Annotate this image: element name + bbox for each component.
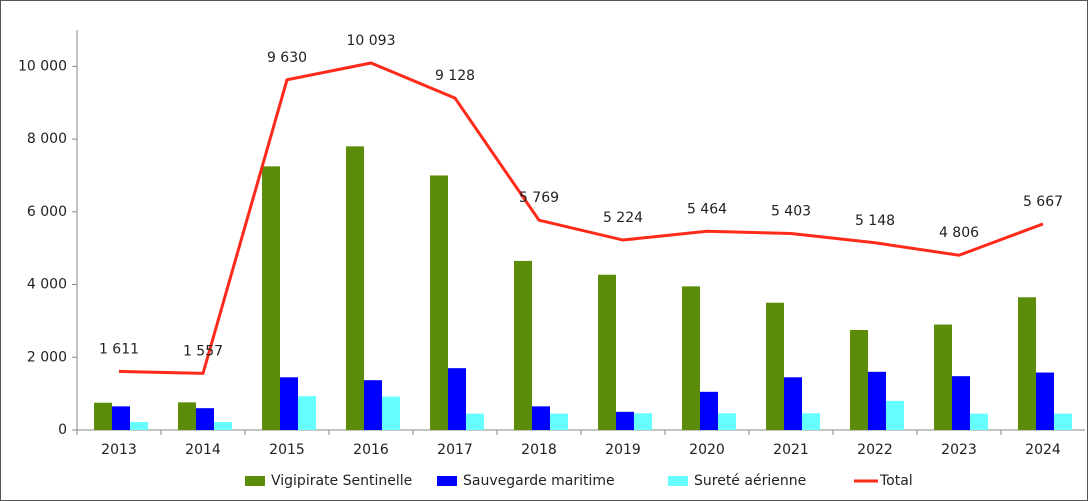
x-tick-label: 2024: [1025, 442, 1061, 458]
bar: [868, 371, 886, 430]
data-label: 5 148: [855, 213, 895, 229]
bar: [514, 260, 532, 430]
bar: [364, 380, 382, 430]
bar: [886, 400, 904, 430]
line: [118, 61, 1044, 375]
x-tick-label: 2014: [185, 442, 221, 458]
legend-swatch: [437, 476, 457, 486]
bar: [298, 396, 316, 430]
bar: [94, 402, 112, 430]
bar: [214, 422, 232, 430]
x-tick-label: 2020: [689, 442, 725, 458]
data-label: 5 403: [771, 204, 811, 220]
bar: [766, 302, 784, 430]
bar: [682, 286, 700, 430]
x-tick-label: 2018: [521, 442, 557, 458]
bar: [1054, 413, 1072, 430]
x-tick-label: 2013: [101, 442, 137, 458]
bar: [466, 413, 484, 430]
bar: [550, 413, 568, 430]
bar: [1036, 372, 1054, 430]
bar: [346, 146, 364, 430]
data-label: 1 557: [183, 343, 223, 359]
bar: [1018, 297, 1036, 430]
legend-label: Total: [879, 473, 913, 489]
bar: [784, 377, 802, 430]
bar: [262, 166, 280, 430]
y-tick-label: 6 000: [27, 204, 67, 220]
bar: [112, 406, 130, 430]
data-label: 5 464: [687, 201, 727, 217]
legend-label: Sureté aérienne: [694, 473, 806, 489]
legend-label: Sauvegarde maritime: [463, 473, 615, 489]
bar: [130, 422, 148, 430]
data-label: 1 611: [99, 341, 139, 357]
x-tick-label: 2021: [773, 442, 809, 458]
bar: [616, 411, 634, 430]
bar: [382, 396, 400, 430]
legend-swatch: [668, 476, 688, 486]
data-label: 9 128: [435, 68, 475, 84]
bar: [718, 413, 736, 430]
bar: [934, 324, 952, 430]
bar: [598, 274, 616, 430]
y-tick-label: 8 000: [27, 131, 67, 147]
x-tick-label: 2016: [353, 442, 389, 458]
data-label: 5 667: [1023, 194, 1063, 210]
legend-label: Vigipirate Sentinelle: [271, 473, 412, 489]
y-tick-label: 2 000: [27, 349, 67, 365]
bar: [850, 330, 868, 430]
bar: [196, 408, 214, 430]
x-tick-label: 2019: [605, 442, 641, 458]
bar: [448, 368, 466, 430]
data-label: 10 093: [347, 33, 396, 49]
y-tick-label: 10 000: [18, 58, 67, 74]
bar: [430, 175, 448, 430]
legend-swatch: [245, 476, 265, 486]
data-label: 5 224: [603, 210, 643, 226]
data-label: 4 806: [939, 225, 979, 241]
bar: [634, 413, 652, 430]
x-tick-label: 2022: [857, 442, 893, 458]
bar: [970, 413, 988, 430]
x-tick-label: 2017: [437, 442, 473, 458]
x-tick-label: 2023: [941, 442, 977, 458]
bar: [802, 413, 820, 430]
x-tick-label: 2015: [269, 442, 305, 458]
y-tick-label: 4 000: [27, 277, 67, 293]
bar: [952, 376, 970, 430]
data-label: 5 769: [519, 190, 559, 206]
bar: [532, 406, 550, 430]
y-tick-label: 0: [58, 422, 67, 438]
bar: [178, 402, 196, 430]
data-label: 9 630: [267, 50, 307, 66]
bar: [280, 377, 298, 430]
bar: [700, 391, 718, 430]
